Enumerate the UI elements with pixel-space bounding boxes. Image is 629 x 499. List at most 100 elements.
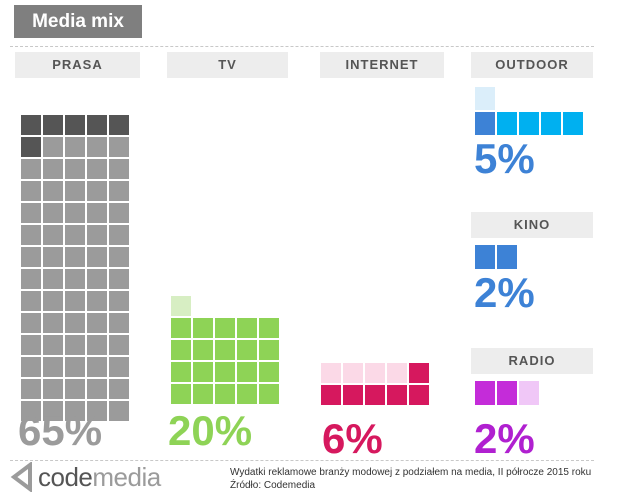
waffle-cell-tv: [171, 362, 191, 382]
waffle-cell-prasa: [109, 115, 129, 135]
waffle-cell-prasa: [65, 335, 85, 355]
waffle-cell-outdoor: [541, 112, 561, 135]
top-divider: [10, 46, 594, 47]
waffle-cell-prasa: [21, 357, 41, 377]
value-label-kino: 2%: [474, 269, 535, 316]
waffle-cell-prasa: [87, 269, 107, 289]
value-label-prasa: 65%: [18, 407, 103, 454]
waffle-cell-tv: [171, 384, 191, 404]
waffle-cell-prasa: [109, 247, 129, 267]
bottom-divider: [10, 460, 594, 461]
category-label-radio: RADIO: [471, 348, 593, 374]
waffle-cell-prasa: [87, 115, 107, 135]
waffle-cell-prasa: [87, 225, 107, 245]
waffle-cell-prasa: [87, 247, 107, 267]
waffle-cell-prasa: [21, 181, 41, 201]
waffle-cell-prasa: [21, 379, 41, 399]
waffle-cell-internet: [409, 363, 429, 383]
value-label-outdoor: 5%: [474, 135, 535, 182]
waffle-cell-tv: [215, 318, 235, 338]
waffle-cell-tv: [259, 318, 279, 338]
waffle-cell-tv: [259, 384, 279, 404]
waffle-cell-prasa: [21, 247, 41, 267]
waffle-cell-outdoor: [475, 112, 495, 135]
waffle-cell-tv: [215, 340, 235, 360]
waffle-cell-prasa: [65, 115, 85, 135]
waffle-cell-tv: [215, 362, 235, 382]
waffle-cell-prasa: [65, 159, 85, 179]
waffle-cell-prasa: [87, 335, 107, 355]
waffle-cell-prasa: [65, 203, 85, 223]
waffle-cell-tv: [193, 318, 213, 338]
waffle-cell-internet: [365, 385, 385, 405]
waffle-cell-prasa: [109, 357, 129, 377]
category-label-outdoor: OUTDOOR: [471, 52, 593, 78]
value-label-internet: 6%: [322, 415, 383, 462]
waffle-cell-prasa: [87, 159, 107, 179]
waffle-cell-tv: [193, 362, 213, 382]
value-label-tv: 20%: [168, 407, 253, 454]
waffle-cell-prasa: [21, 137, 41, 157]
waffle-cell-prasa: [21, 335, 41, 355]
waffle-cell-tv: [259, 362, 279, 382]
waffle-cell-prasa: [43, 115, 63, 135]
waffle-cell-prasa: [43, 313, 63, 333]
waffle-cell-prasa: [65, 401, 85, 421]
waffle-cell-internet: [409, 385, 429, 405]
waffle-cell-outdoor: [497, 112, 517, 135]
waffle-cell-prasa: [87, 379, 107, 399]
waffle-cell-prasa: [65, 313, 85, 333]
waffle-cell-prasa: [43, 159, 63, 179]
waffle-cell-outdoor: [475, 87, 495, 110]
category-label-tv: TV: [167, 52, 288, 78]
waffle-cell-outdoor: [563, 112, 583, 135]
waffle-cell-prasa: [21, 313, 41, 333]
waffle-cell-kino: [497, 245, 517, 269]
waffle-cell-prasa: [109, 137, 129, 157]
waffle-cell-prasa: [43, 203, 63, 223]
footnote-source: Źródło: Codemedia: [230, 480, 316, 491]
waffle-cell-prasa: [87, 313, 107, 333]
waffle-cell-prasa: [109, 181, 129, 201]
waffle-cell-prasa: [43, 225, 63, 245]
waffle-cell-radio: [497, 381, 517, 405]
waffle-cell-internet: [387, 363, 407, 383]
waffle-cell-prasa: [87, 181, 107, 201]
waffle-cell-tv: [171, 340, 191, 360]
waffle-cell-prasa: [65, 357, 85, 377]
waffle-cell-prasa: [109, 291, 129, 311]
waffle-cell-prasa: [65, 225, 85, 245]
waffle-cell-tv: [171, 318, 191, 338]
waffle-cell-prasa: [21, 269, 41, 289]
waffle-cell-prasa: [43, 181, 63, 201]
waffle-cell-prasa: [109, 313, 129, 333]
waffle-cell-prasa: [43, 335, 63, 355]
waffle-cell-prasa: [65, 247, 85, 267]
waffle-cell-prasa: [43, 269, 63, 289]
category-label-prasa: PRASA: [15, 52, 140, 78]
waffle-cell-prasa: [65, 269, 85, 289]
waffle-cell-radio: [519, 381, 539, 405]
waffle-cell-prasa: [87, 137, 107, 157]
category-label-internet: INTERNET: [320, 52, 444, 78]
waffle-cell-prasa: [65, 181, 85, 201]
codemedia-logo: codemedia: [8, 462, 208, 492]
waffle-cell-prasa: [21, 401, 41, 421]
waffle-cell-tv: [171, 296, 191, 316]
waffle-cell-internet: [321, 385, 341, 405]
logo-text-code: code: [38, 462, 93, 492]
waffle-cell-prasa: [109, 225, 129, 245]
waffle-cell-prasa: [65, 137, 85, 157]
waffle-cell-outdoor: [519, 112, 539, 135]
waffle-cell-tv: [237, 384, 257, 404]
waffle-cell-prasa: [65, 379, 85, 399]
waffle-cell-prasa: [87, 357, 107, 377]
waffle-cell-internet: [343, 385, 363, 405]
waffle-cell-prasa: [87, 291, 107, 311]
waffle-cell-internet: [365, 363, 385, 383]
waffle-cell-prasa: [43, 137, 63, 157]
waffle-cell-tv: [237, 362, 257, 382]
waffle-cell-prasa: [109, 269, 129, 289]
waffle-cell-prasa: [43, 247, 63, 267]
